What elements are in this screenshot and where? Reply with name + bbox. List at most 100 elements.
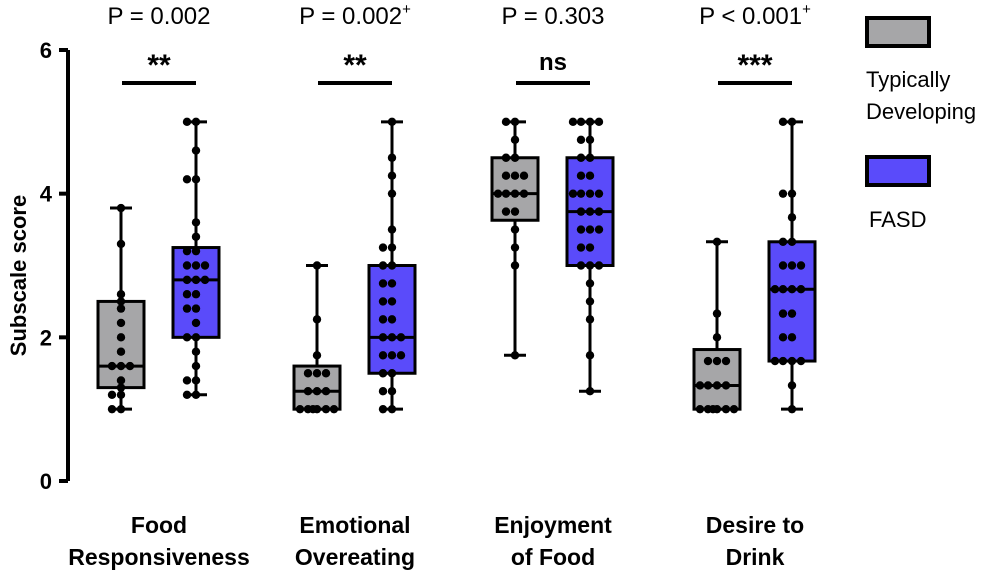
data-point bbox=[568, 189, 578, 198]
category-label: Enjoyment bbox=[494, 512, 612, 538]
data-point bbox=[721, 381, 731, 390]
p-value-label: P < 0.001+ bbox=[699, 1, 811, 30]
legend-label-fasd: FASD bbox=[869, 207, 926, 232]
data-point bbox=[387, 297, 397, 306]
axes: 0 2 4 6 Subscale score Food Responsiveness Emot… bbox=[6, 38, 804, 570]
category-label: Responsiveness bbox=[68, 544, 250, 570]
data-point bbox=[312, 387, 322, 396]
data-point bbox=[501, 117, 511, 127]
data-point bbox=[585, 243, 595, 252]
data-point bbox=[585, 261, 595, 270]
data-point bbox=[594, 207, 604, 216]
data-point bbox=[116, 318, 126, 328]
data-point bbox=[182, 117, 192, 127]
data-point bbox=[191, 361, 201, 371]
data-point bbox=[191, 261, 201, 270]
data-point bbox=[125, 361, 135, 371]
data-point bbox=[787, 261, 797, 270]
data-point bbox=[182, 290, 192, 299]
y-tick-label: 4 bbox=[40, 182, 53, 207]
data-point bbox=[510, 189, 520, 198]
data-point bbox=[295, 404, 305, 414]
significance-marker: *** bbox=[737, 49, 772, 82]
data-point bbox=[510, 207, 520, 216]
data-point bbox=[182, 261, 192, 270]
data-point bbox=[396, 351, 406, 360]
data-point bbox=[770, 285, 780, 294]
data-point bbox=[585, 207, 595, 216]
legend-label-typically-developing: Developing bbox=[866, 99, 976, 124]
box-typically-developing-1 bbox=[96, 203, 146, 414]
data-point bbox=[321, 369, 331, 378]
significance-marker: ns bbox=[539, 49, 567, 76]
data-point bbox=[116, 239, 126, 249]
data-point bbox=[191, 390, 201, 399]
data-point bbox=[303, 387, 313, 396]
data-point bbox=[387, 117, 397, 127]
data-point bbox=[182, 275, 192, 285]
data-point bbox=[116, 297, 126, 306]
data-point bbox=[594, 225, 604, 234]
data-point bbox=[576, 207, 586, 216]
p-value-label: P = 0.002+ bbox=[299, 1, 411, 30]
y-tick-label: 2 bbox=[40, 325, 52, 350]
data-point bbox=[721, 356, 731, 366]
box-fasd-1 bbox=[171, 117, 221, 399]
data-point bbox=[387, 315, 397, 324]
data-point bbox=[576, 117, 586, 127]
data-point bbox=[308, 404, 318, 414]
data-point bbox=[116, 361, 126, 371]
legend: Typically Developing FASD bbox=[865, 16, 976, 232]
data-point bbox=[519, 171, 529, 180]
data-point bbox=[510, 135, 520, 144]
p-value-text: P = 0.002 bbox=[299, 3, 402, 30]
data-point bbox=[778, 117, 788, 127]
data-point bbox=[778, 356, 788, 366]
data-point bbox=[321, 387, 331, 396]
data-point bbox=[303, 369, 313, 378]
y-tick-label: 0 bbox=[40, 469, 52, 494]
box-typically-developing-2 bbox=[292, 261, 342, 414]
data-point bbox=[191, 290, 201, 299]
data-point bbox=[796, 356, 806, 366]
data-point bbox=[712, 381, 722, 390]
data-point bbox=[576, 135, 586, 144]
data-point bbox=[510, 225, 520, 234]
data-point bbox=[576, 225, 586, 234]
data-point bbox=[182, 175, 192, 184]
p-value-superscript: + bbox=[802, 1, 811, 18]
data-point bbox=[778, 189, 788, 198]
p-value-text: P = 0.303 bbox=[502, 3, 605, 30]
p-value-text: P < 0.001 bbox=[699, 3, 802, 30]
data-point bbox=[378, 315, 388, 324]
data-point bbox=[585, 225, 595, 234]
box-iqr bbox=[767, 240, 817, 363]
p-value-superscript: + bbox=[402, 1, 411, 18]
data-point bbox=[387, 279, 397, 288]
box-typically-developing-4 bbox=[692, 237, 742, 414]
data-point bbox=[396, 333, 406, 342]
data-point bbox=[703, 381, 713, 390]
data-point bbox=[116, 304, 126, 313]
data-point bbox=[182, 304, 192, 313]
legend-swatch-fasd bbox=[865, 155, 931, 187]
data-point bbox=[703, 356, 713, 366]
data-point bbox=[387, 243, 397, 252]
data-point bbox=[576, 153, 586, 162]
p-value-label: P = 0.002 bbox=[108, 3, 211, 30]
category-label: of Food bbox=[511, 544, 595, 570]
data-point bbox=[116, 404, 126, 414]
data-point bbox=[182, 333, 192, 342]
category-label: Desire to bbox=[706, 512, 804, 538]
data-point bbox=[387, 333, 397, 342]
data-point bbox=[585, 117, 595, 127]
data-point bbox=[321, 404, 331, 414]
significance-marker: ** bbox=[343, 49, 367, 82]
data-point bbox=[387, 261, 397, 270]
data-point bbox=[576, 243, 586, 252]
data-point bbox=[778, 333, 788, 342]
data-point bbox=[191, 304, 201, 313]
data-point bbox=[519, 189, 529, 198]
data-point bbox=[191, 218, 201, 227]
p-value-text: P = 0.002 bbox=[108, 3, 211, 30]
